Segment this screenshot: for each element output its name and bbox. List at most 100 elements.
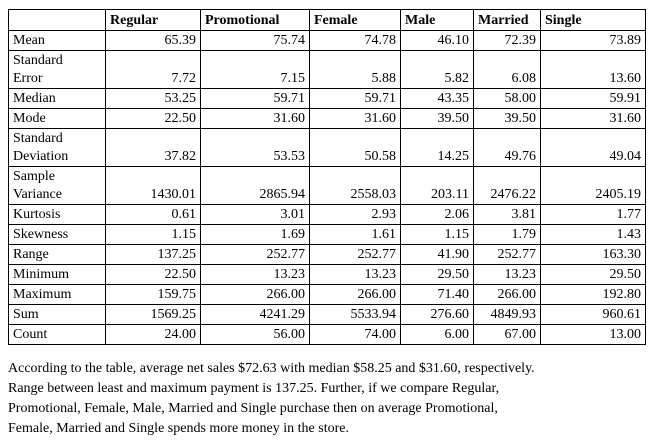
cell: 53.25 bbox=[105, 88, 201, 109]
cell: 5.88 bbox=[309, 50, 401, 89]
column-header: Female bbox=[309, 9, 401, 31]
cell: 49.04 bbox=[540, 128, 646, 167]
paragraph: According to the table, average net sale… bbox=[8, 359, 648, 439]
cell: 31.60 bbox=[540, 108, 646, 129]
cell: 137.25 bbox=[105, 244, 201, 265]
cell: 4849.93 bbox=[473, 304, 541, 325]
cell: 3.81 bbox=[473, 204, 541, 225]
paragraph-line: Range between least and maximum payment … bbox=[8, 381, 500, 396]
row-label: Kurtosis bbox=[8, 204, 106, 225]
column-header bbox=[8, 9, 106, 31]
row-label: Sample Variance bbox=[8, 166, 106, 205]
column-header: Regular bbox=[105, 9, 201, 31]
row-label-text: Range bbox=[13, 247, 49, 262]
row-label: Standard Deviation bbox=[8, 128, 106, 167]
cell: 49.76 bbox=[473, 128, 541, 167]
table-row: Maximum 159.75 266.00 266.00 71.40 266.00 192.… bbox=[8, 284, 646, 305]
cell: 71.40 bbox=[400, 284, 474, 305]
cell: 163.30 bbox=[540, 244, 646, 265]
table-row: Standard Deviation 37.82 53.53 50.58 14.25 49… bbox=[8, 128, 646, 167]
cell: 29.50 bbox=[400, 264, 474, 285]
row-label-text: Minimum bbox=[13, 267, 70, 282]
cell: 2405.19 bbox=[540, 166, 646, 205]
cell: 2.06 bbox=[400, 204, 474, 225]
table-row: Kurtosis 0.61 3.01 2.93 2.06 3.81 1.77 bbox=[8, 204, 646, 225]
row-label: Mean bbox=[8, 30, 106, 51]
cell: 1.77 bbox=[540, 204, 646, 225]
cell: 59.71 bbox=[309, 88, 401, 109]
cell: 252.77 bbox=[309, 244, 401, 265]
cell: 1.69 bbox=[200, 224, 310, 245]
cell: 73.89 bbox=[540, 30, 646, 51]
cell: 276.60 bbox=[400, 304, 474, 325]
cell: 1.15 bbox=[400, 224, 474, 245]
row-label: Count bbox=[8, 324, 106, 345]
cell: 7.15 bbox=[200, 50, 310, 89]
cell: 252.77 bbox=[473, 244, 541, 265]
row-label-text: Maximum bbox=[13, 287, 72, 302]
cell: 1.79 bbox=[473, 224, 541, 245]
cell: 72.39 bbox=[473, 30, 541, 51]
row-label: Median bbox=[8, 88, 106, 109]
paragraph-line: Promotional, Female, Male, Married and S… bbox=[8, 401, 498, 416]
cell: 5533.94 bbox=[309, 304, 401, 325]
cell: 6.08 bbox=[473, 50, 541, 89]
cell: 24.00 bbox=[105, 324, 201, 345]
row-label-text: Count bbox=[13, 327, 48, 342]
row-label: Sum bbox=[8, 304, 106, 325]
row-label-text: Mean bbox=[13, 33, 45, 48]
row-label-text: Sum bbox=[13, 307, 39, 322]
table-row: Standard Error 7.72 7.15 5.88 5.82 6.08 13.60 bbox=[8, 50, 646, 89]
row-label: Range bbox=[8, 244, 106, 265]
cell: 2558.03 bbox=[309, 166, 401, 205]
cell: 13.23 bbox=[200, 264, 310, 285]
row-label: Maximum bbox=[8, 284, 106, 305]
row-label-text: Skewness bbox=[13, 227, 69, 242]
cell: 1569.25 bbox=[105, 304, 201, 325]
cell: 50.58 bbox=[309, 128, 401, 167]
cell: 75.74 bbox=[200, 30, 310, 51]
cell: 6.00 bbox=[400, 324, 474, 345]
cell: 59.91 bbox=[540, 88, 646, 109]
table-row: Mode 22.50 31.60 31.60 39.50 39.50 31.60 bbox=[8, 108, 646, 129]
table-row: Median 53.25 59.71 59.71 43.35 58.00 59.91 bbox=[8, 88, 646, 109]
row-label: Minimum bbox=[8, 264, 106, 285]
cell: 1.61 bbox=[309, 224, 401, 245]
cell: 37.82 bbox=[105, 128, 201, 167]
table-row: Count 24.00 56.00 74.00 6.00 67.00 13.00 bbox=[8, 324, 646, 345]
row-label-text: Sample Variance bbox=[13, 169, 62, 202]
cell: 0.61 bbox=[105, 204, 201, 225]
cell: 74.78 bbox=[309, 30, 401, 51]
cell: 2476.22 bbox=[473, 166, 541, 205]
column-header: Single bbox=[540, 9, 646, 31]
column-header: Promotional bbox=[200, 9, 310, 31]
cell: 29.50 bbox=[540, 264, 646, 285]
row-label-text: Kurtosis bbox=[13, 207, 61, 222]
cell: 13.23 bbox=[473, 264, 541, 285]
cell: 192.80 bbox=[540, 284, 646, 305]
cell: 39.50 bbox=[473, 108, 541, 129]
cell: 13.23 bbox=[309, 264, 401, 285]
cell: 58.00 bbox=[473, 88, 541, 109]
cell: 59.71 bbox=[200, 88, 310, 109]
cell: 1430.01 bbox=[105, 166, 201, 205]
cell: 22.50 bbox=[105, 264, 201, 285]
cell: 14.25 bbox=[400, 128, 474, 167]
column-header: Married bbox=[473, 9, 541, 31]
table-row: Sum 1569.25 4241.29 5533.94 276.60 4849.93 960… bbox=[8, 304, 646, 325]
column-header: Male bbox=[400, 9, 474, 31]
cell: 266.00 bbox=[309, 284, 401, 305]
cell: 22.50 bbox=[105, 108, 201, 129]
paragraph-line: According to the table, average net sale… bbox=[8, 361, 535, 376]
cell: 7.72 bbox=[105, 50, 201, 89]
table-row: Skewness 1.15 1.69 1.61 1.15 1.79 1.43 bbox=[8, 224, 646, 245]
cell: 13.60 bbox=[540, 50, 646, 89]
cell: 65.39 bbox=[105, 30, 201, 51]
cell: 2.93 bbox=[309, 204, 401, 225]
cell: 252.77 bbox=[200, 244, 310, 265]
cell: 53.53 bbox=[200, 128, 310, 167]
cell: 56.00 bbox=[200, 324, 310, 345]
row-label-text: Median bbox=[13, 91, 56, 106]
row-label: Mode bbox=[8, 108, 106, 129]
cell: 46.10 bbox=[400, 30, 474, 51]
